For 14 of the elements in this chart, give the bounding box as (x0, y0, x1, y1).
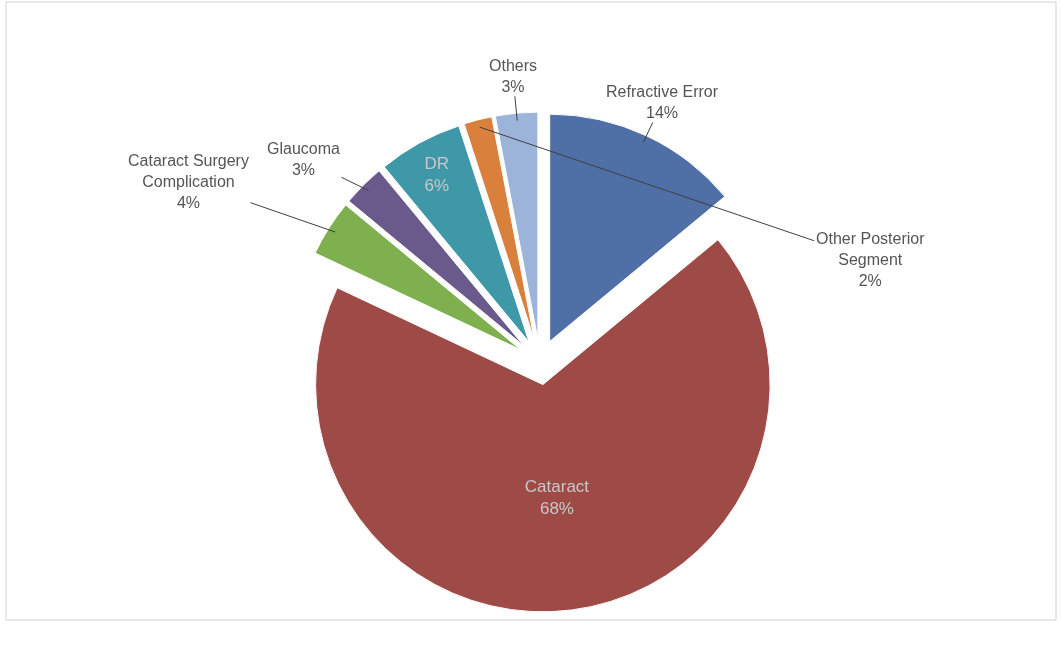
data-label: 6% (424, 175, 450, 195)
data-label: 14% (646, 103, 679, 121)
data-label: 3% (291, 160, 316, 178)
slice-label: Other Posterior Segment (816, 230, 926, 268)
slice-label: Cataract Surgery Complication (128, 152, 249, 190)
slice-label: DR (424, 153, 450, 173)
data-label: 4% (176, 193, 201, 211)
slice-label: Others (489, 57, 538, 74)
data-label: 3% (501, 77, 525, 95)
data-label: 68% (539, 498, 574, 518)
slice-label: Cataract (524, 476, 590, 496)
data-label: 2% (858, 271, 882, 289)
slice-label: Refractive Error (606, 83, 719, 100)
slice-label: Glaucoma (267, 140, 341, 157)
